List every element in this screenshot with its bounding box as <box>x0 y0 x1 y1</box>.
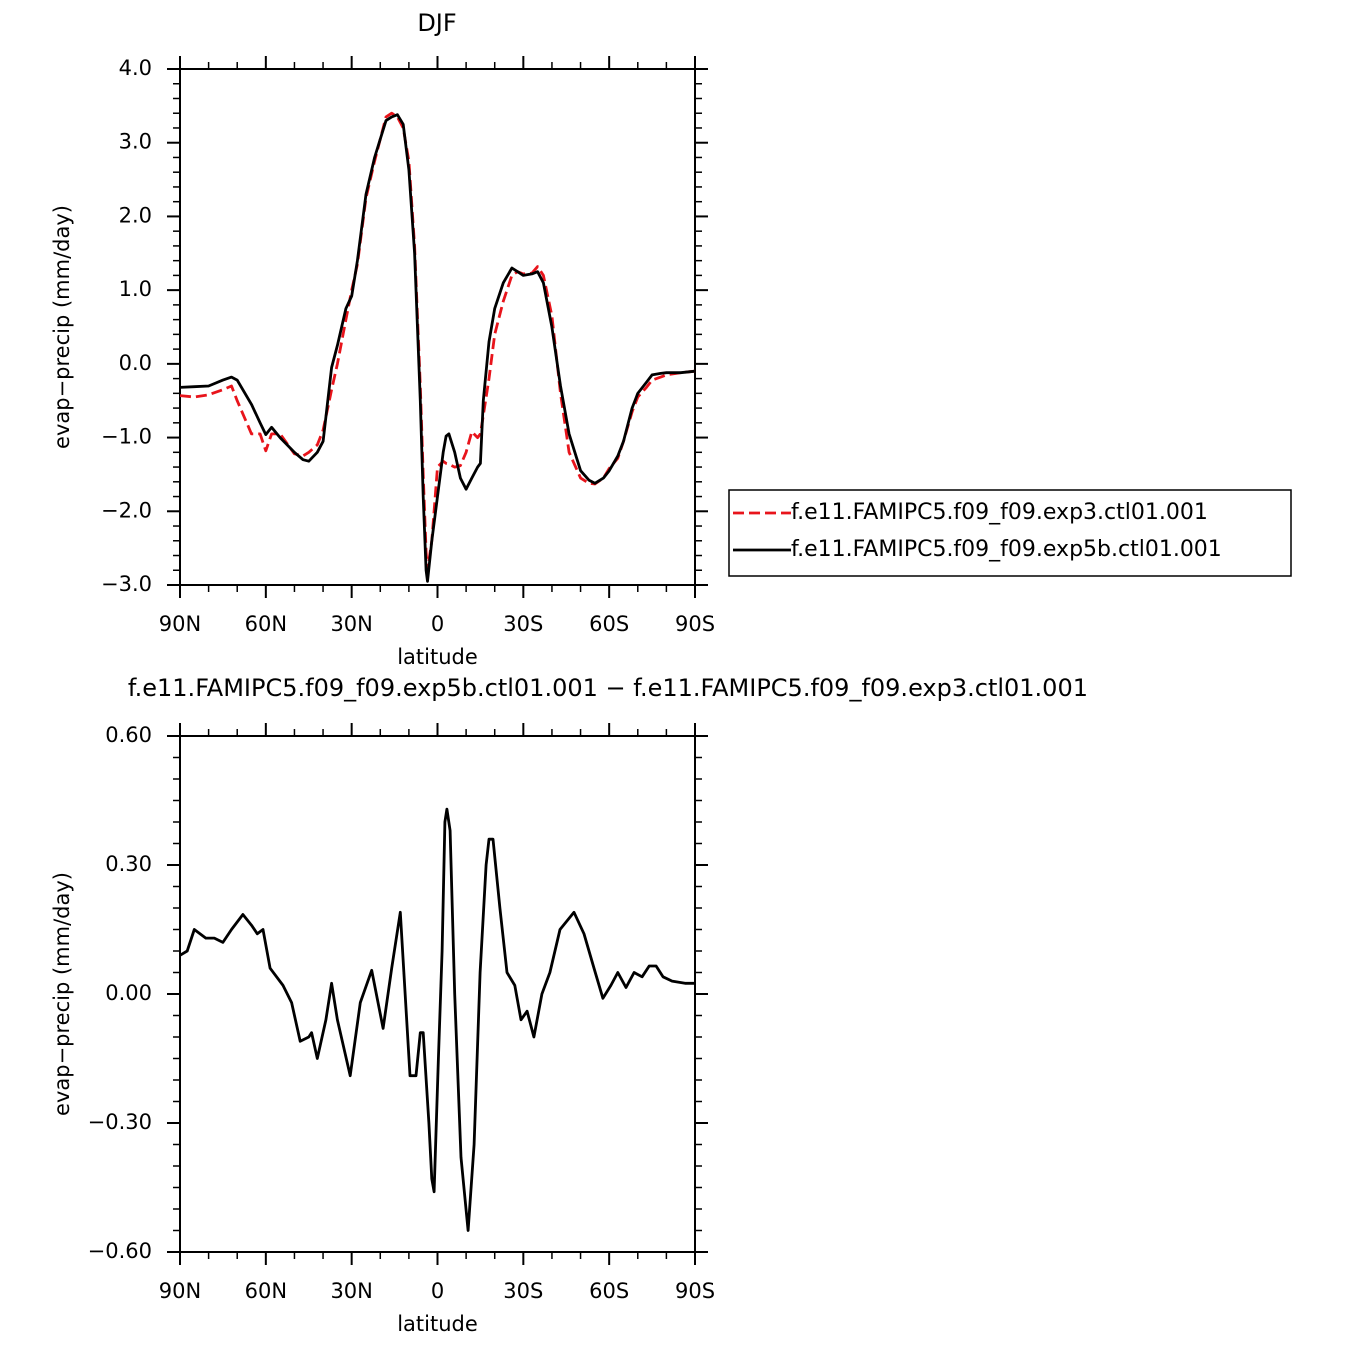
x-axis-label: latitude <box>397 645 478 669</box>
x-tick-label: 60N <box>245 1279 287 1303</box>
x-tick-label: 30N <box>330 1279 372 1303</box>
y-axis-label: evap−precip (mm/day) <box>50 205 74 449</box>
data-line <box>179 113 696 583</box>
chart-title: DJF <box>417 9 456 37</box>
x-tick-label: 30S <box>503 1279 543 1303</box>
x-tick-label: 60S <box>589 612 629 636</box>
y-tick-label: −3.0 <box>101 572 152 596</box>
x-tick-label: 90N <box>159 612 201 636</box>
legend-box <box>728 489 1292 577</box>
x-tick-label: 0 <box>431 612 444 636</box>
y-tick-label: 0.60 <box>105 723 152 747</box>
y-tick-label: 3.0 <box>119 130 152 154</box>
y-tick-label: −2.0 <box>101 498 152 522</box>
y-tick-label: 0.30 <box>105 852 152 876</box>
y-tick-label: 4.0 <box>119 56 152 80</box>
y-tick-label: 2.0 <box>119 203 152 227</box>
data-line <box>179 807 695 1232</box>
legend-label: f.e11.FAMIPC5.f09_f09.exp5b.ctl01.001 <box>791 537 1222 562</box>
y-tick-label: 0.00 <box>105 981 152 1005</box>
legend-label: f.e11.FAMIPC5.f09_f09.exp3.ctl01.001 <box>791 500 1208 525</box>
y-tick-label: −0.60 <box>88 1239 152 1263</box>
x-tick-label: 90S <box>675 612 715 636</box>
x-tick-label: 60S <box>589 1279 629 1303</box>
x-tick-label: 30S <box>503 612 543 636</box>
y-tick-label: 1.0 <box>119 277 152 301</box>
plot-frame <box>179 68 696 586</box>
y-tick-label: −1.0 <box>101 425 152 449</box>
y-tick-label: 0.0 <box>119 351 152 375</box>
x-tick-label: 90S <box>675 1279 715 1303</box>
y-tick-label: −0.30 <box>88 1110 152 1134</box>
plot-frame <box>179 735 696 1253</box>
chart-title: f.e11.FAMIPC5.f09_f09.exp5b.ctl01.001 − … <box>128 674 1088 702</box>
y-axis-label: evap−precip (mm/day) <box>50 872 74 1116</box>
x-tick-label: 0 <box>431 1279 444 1303</box>
x-tick-label: 90N <box>159 1279 201 1303</box>
x-tick-label: 30N <box>330 612 372 636</box>
x-tick-label: 60N <box>245 612 287 636</box>
x-axis-label: latitude <box>397 1312 478 1336</box>
